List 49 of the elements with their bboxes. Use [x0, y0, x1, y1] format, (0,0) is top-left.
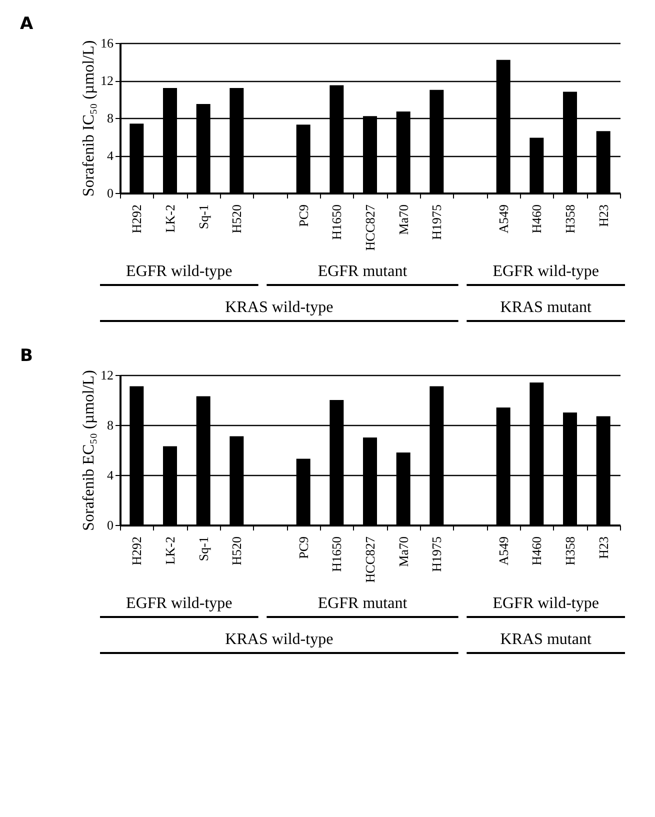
- text: KRAS mutant: [500, 299, 592, 316]
- x-tick-label: H1975: [429, 536, 444, 572]
- x-tick-label: H292: [129, 204, 144, 234]
- x-tick-label: HCC827: [362, 204, 378, 251]
- text: EGFR mutant: [318, 263, 408, 280]
- x-tick-label: Sq-1: [196, 536, 211, 562]
- y-tick-label: 4: [107, 148, 114, 163]
- x-tick-label: H1650: [329, 536, 344, 572]
- x-tick-label: LK-2: [162, 204, 178, 233]
- x-tick-label: H1975: [429, 204, 444, 240]
- x-tick-label: Ma70: [396, 204, 411, 235]
- text: EGFR wild-type: [492, 595, 599, 612]
- x-tick-label: Sq-1: [196, 204, 211, 230]
- x-tick-label: H358: [562, 204, 578, 234]
- text: EGFR mutant: [318, 595, 408, 612]
- x-tick-label: PC9: [296, 204, 311, 227]
- x-tick-label: A549: [496, 204, 511, 234]
- y-tick-label: 16: [100, 36, 114, 50]
- y-tick-label: 8: [107, 418, 114, 432]
- x-tick-label: H358: [562, 536, 578, 566]
- x-tick-label: H1650: [329, 204, 344, 240]
- chart-title: B: [20, 346, 33, 366]
- y-axis-title: Sorafenib EC₅₀ (µmol/L): [80, 370, 98, 531]
- x-tick-label: H23: [596, 536, 611, 559]
- text: KRAS mutant: [500, 631, 592, 648]
- x-tick-label: H292: [129, 536, 144, 566]
- chart-title: A: [20, 14, 34, 34]
- x-tick-label: H520: [229, 536, 244, 566]
- y-tick-label: 12: [100, 368, 114, 382]
- x-tick-label: A549: [496, 536, 511, 566]
- y-axis-title: Sorafenib IC₅₀ (µmol/L): [80, 40, 98, 197]
- y-tick-label: 12: [100, 73, 114, 88]
- text: EGFR wild-type: [126, 595, 232, 612]
- text: KRAS wild-type: [225, 631, 334, 648]
- x-tick-label: H520: [229, 204, 244, 234]
- y-tick-label: 4: [107, 468, 114, 482]
- x-tick-label: PC9: [296, 536, 311, 559]
- x-tick-label: H23: [596, 204, 611, 227]
- text: EGFR wild-type: [492, 263, 599, 280]
- y-tick-label: 0: [107, 186, 114, 200]
- text: EGFR wild-type: [126, 263, 232, 280]
- y-tick-label: 0: [107, 518, 114, 532]
- x-tick-label: H460: [529, 204, 544, 234]
- text: KRAS wild-type: [225, 299, 334, 316]
- x-tick-label: H460: [529, 536, 544, 566]
- x-tick-label: LK-2: [162, 536, 178, 565]
- x-tick-label: HCC827: [362, 536, 378, 583]
- x-tick-label: Ma70: [396, 536, 411, 567]
- y-tick-label: 8: [107, 110, 114, 126]
